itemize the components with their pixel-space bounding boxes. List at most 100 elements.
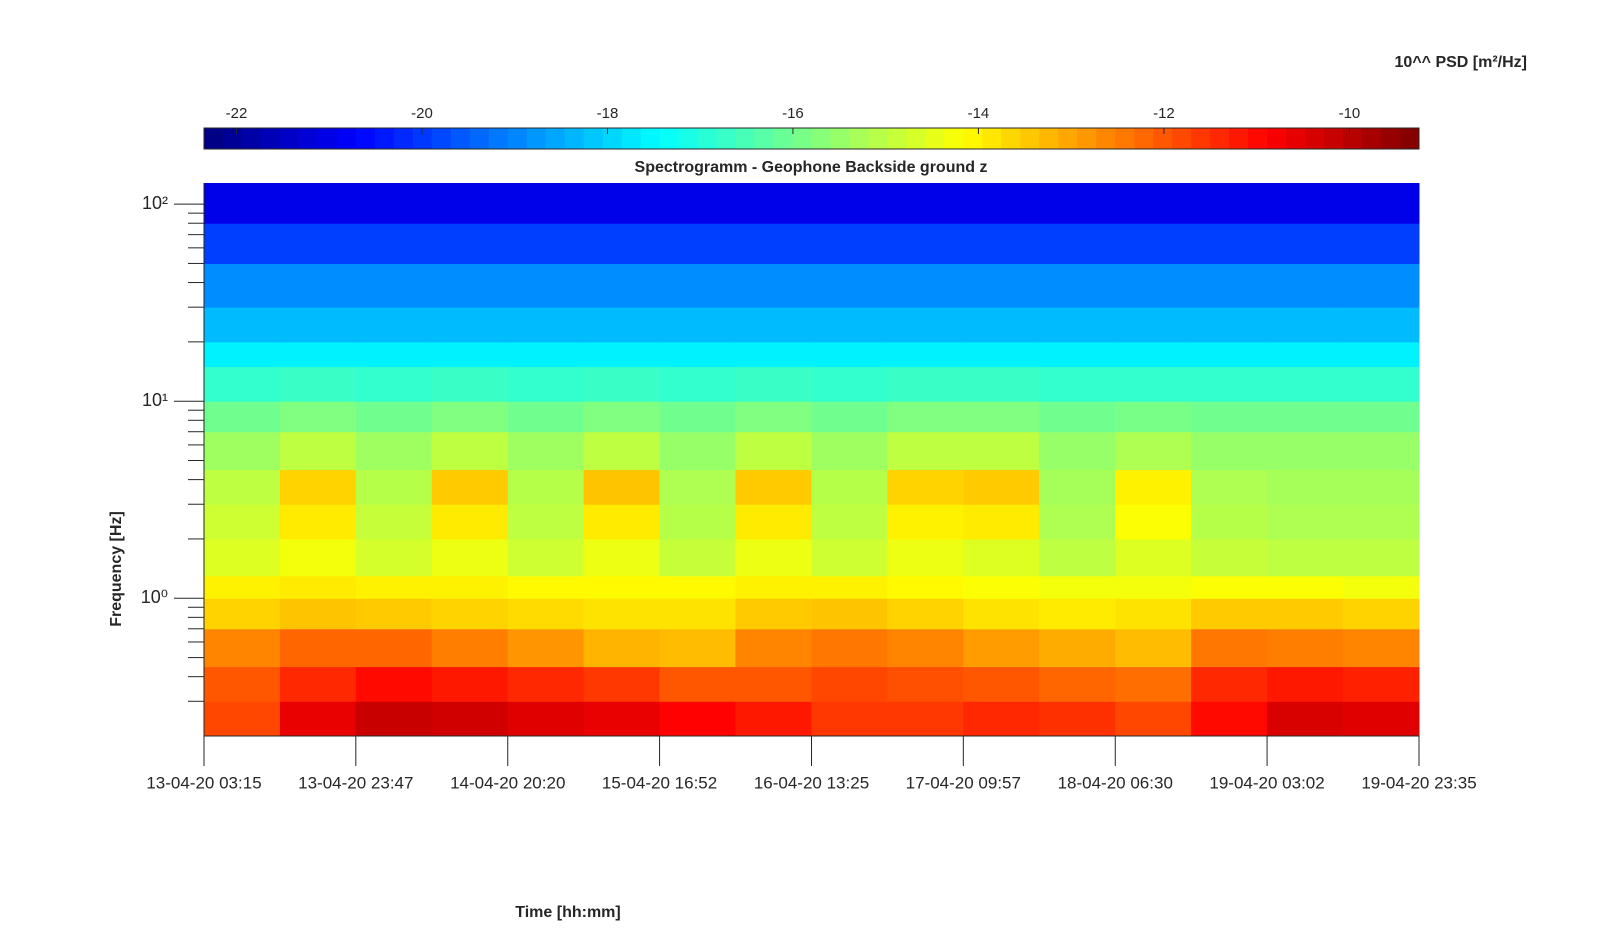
colorbar-step: [298, 128, 319, 149]
cell: [659, 263, 736, 308]
cell: [431, 628, 509, 668]
cell: [887, 598, 964, 630]
cell: [1191, 431, 1268, 471]
cell: [1342, 701, 1420, 737]
cell: [355, 469, 433, 505]
cell: [507, 628, 585, 668]
cell: [204, 538, 281, 577]
cell: [1342, 307, 1420, 343]
colorbar-step: [640, 128, 661, 149]
cell: [1191, 401, 1268, 433]
cell: [963, 575, 1040, 599]
colorbar-step: [1191, 128, 1211, 149]
cell: [735, 701, 812, 737]
colorbar-step: [830, 128, 850, 149]
cell: [1267, 431, 1344, 471]
cell: [279, 341, 357, 367]
cell: [204, 575, 281, 599]
cell: [659, 341, 736, 367]
cell: [1342, 575, 1420, 599]
cell: [1115, 628, 1192, 668]
colorbar-step: [1324, 128, 1344, 149]
cell: [887, 223, 964, 264]
colorbar-step: [526, 128, 547, 149]
cell: [659, 307, 736, 343]
colorbar-step: [1381, 128, 1401, 149]
cell: [963, 431, 1040, 471]
colorbar-step: [944, 128, 964, 149]
cell: [1267, 183, 1344, 224]
colorbar-step: [982, 128, 1002, 149]
x-tick-label: 16-04-20 13:25: [754, 773, 869, 792]
cell: [355, 431, 433, 471]
cell: [659, 538, 736, 577]
cell: [659, 401, 736, 433]
cell: [355, 575, 433, 599]
cell: [1039, 575, 1116, 599]
colorbar-step: [545, 128, 566, 149]
colorbar-step: [773, 128, 794, 149]
cell: [583, 341, 661, 367]
colorbar-step: [336, 128, 357, 149]
cell: [583, 666, 661, 702]
cell: [507, 341, 585, 367]
cell: [1342, 666, 1420, 702]
colorbar-step: [260, 128, 281, 149]
cell: [1039, 598, 1116, 630]
cell: [1191, 307, 1268, 343]
cell: [811, 366, 888, 402]
x-tick-label: 13-04-20 03:15: [146, 773, 261, 792]
cell: [1267, 575, 1344, 599]
cell: [811, 598, 888, 630]
cell: [1342, 366, 1420, 402]
cell: [279, 575, 357, 599]
cell: [887, 263, 964, 308]
cell: [355, 307, 433, 343]
cell: [735, 307, 812, 343]
cell: [279, 598, 357, 630]
cell: [1191, 366, 1268, 402]
cell: [1342, 431, 1420, 471]
cell: [583, 366, 661, 402]
cell: [735, 263, 812, 308]
cell: [1191, 223, 1268, 264]
cell: [507, 307, 585, 343]
cell: [1191, 628, 1268, 668]
cell: [583, 538, 661, 577]
cell: [887, 701, 964, 737]
cell: [355, 183, 433, 224]
cell: [1267, 666, 1344, 702]
cell: [1267, 341, 1344, 367]
cell: [1191, 469, 1268, 505]
cell: [1115, 263, 1192, 308]
colorbar-step: [1229, 128, 1249, 149]
cell: [1342, 263, 1420, 308]
x-axis-label: Time [hh:mm]: [515, 904, 620, 921]
cell: [735, 401, 812, 433]
cell: [963, 701, 1040, 737]
cell: [204, 504, 281, 540]
colorbar-step: [697, 128, 718, 149]
colorbar-step: [1362, 128, 1382, 149]
cell: [204, 223, 281, 264]
cell: [431, 263, 509, 308]
x-tick-label: 17-04-20 09:57: [906, 773, 1021, 792]
cell: [1191, 666, 1268, 702]
x-tick-label: 14-04-20 20:20: [450, 773, 565, 792]
cell: [963, 341, 1040, 367]
y-axis-label: Frequency [Hz]: [108, 511, 125, 627]
cell: [1039, 223, 1116, 264]
colorbar-step: [1267, 128, 1287, 149]
colorbar-step: [564, 128, 585, 149]
cell: [1115, 183, 1192, 224]
colorbar-label: 10^^ PSD [m²/Hz]: [1395, 54, 1527, 71]
cell: [279, 263, 357, 308]
cell: [1342, 538, 1420, 577]
cell: [279, 431, 357, 471]
cell: [1039, 504, 1116, 540]
cell: [1115, 701, 1192, 737]
y-tick-label: 10¹: [142, 390, 168, 410]
colorbar-tick-label: -10: [1339, 105, 1361, 122]
chart-title: Spectrogramm - Geophone Backside ground …: [635, 159, 988, 176]
colorbar-step: [906, 128, 926, 149]
